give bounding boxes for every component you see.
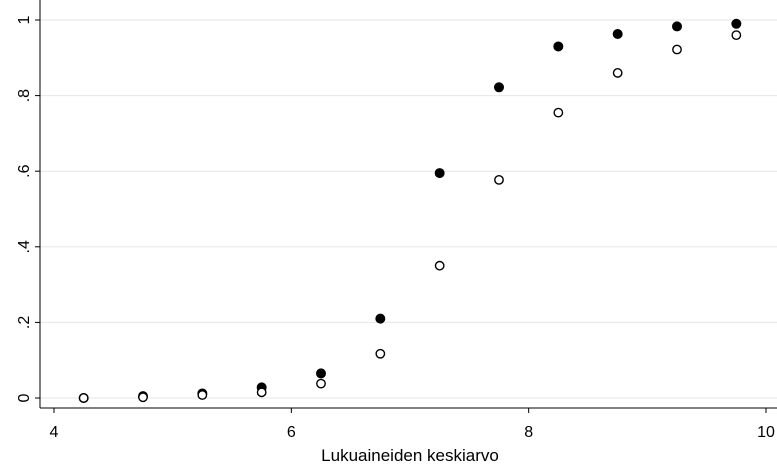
filled-point-11 (731, 18, 742, 29)
y-tick-label: .2 (16, 316, 33, 329)
hollow-point-11 (731, 30, 742, 41)
x-tick-label: 4 (50, 424, 59, 441)
y-tick-label: 1 (16, 15, 33, 24)
x-axis-ticks: 4 6 8 10 (50, 408, 775, 441)
x-tick-label: 8 (524, 424, 533, 441)
y-axis-ticks: 0 .2 .4 .6 .8 1 (16, 15, 40, 402)
filled-point-9 (612, 28, 623, 39)
hollow-point-5 (375, 348, 386, 359)
y-tick-label: 0 (16, 393, 33, 402)
hollow-point-1 (138, 392, 148, 403)
plot-area (40, 0, 777, 420)
hollow-point-6 (434, 260, 445, 271)
x-axis-title: Lukuaineiden keskiarvo (321, 446, 499, 465)
hollow-point-3 (256, 387, 267, 398)
filled-point-8 (553, 41, 564, 52)
filled-point-4 (315, 368, 326, 379)
hollow-point-0 (78, 393, 89, 403)
filled-point-5 (375, 313, 386, 324)
y-tick-label: .4 (16, 240, 33, 253)
hollow-point-9 (612, 68, 623, 78)
grid-lines (40, 19, 777, 399)
filled-point-10 (672, 21, 683, 32)
data-points (78, 18, 742, 403)
filled-point-6 (434, 168, 445, 179)
y-tick-label: .6 (16, 164, 33, 177)
hollow-point-10 (672, 44, 682, 55)
hollow-point-2 (197, 390, 208, 400)
hollow-point-7 (494, 174, 504, 185)
filled-point-7 (493, 82, 504, 93)
y-tick-label: .8 (16, 89, 33, 102)
hollow-point-8 (553, 107, 564, 118)
hollow-point-4 (316, 378, 326, 389)
x-tick-label: 10 (757, 424, 775, 441)
x-tick-label: 6 (287, 424, 296, 441)
